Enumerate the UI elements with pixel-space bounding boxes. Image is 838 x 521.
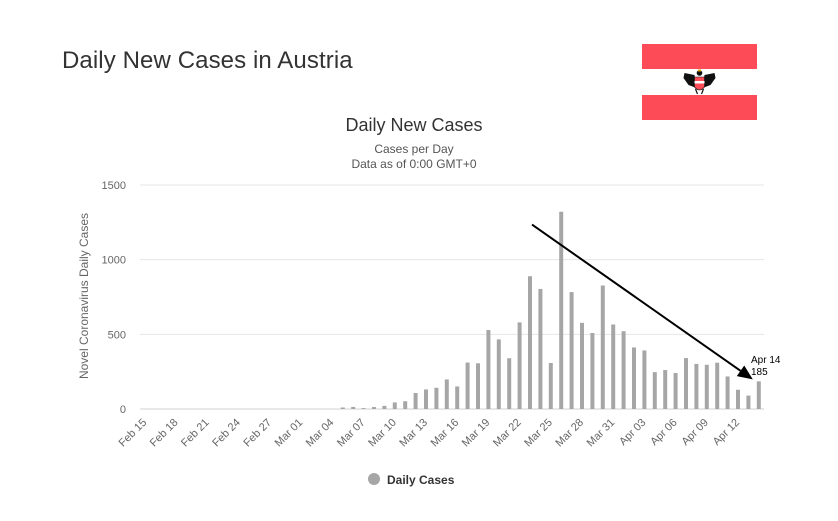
bar-apr-02[interactable]: [632, 347, 636, 409]
bar-apr-04[interactable]: [652, 372, 657, 409]
x-tick-label: Mar 01: [273, 417, 306, 450]
bar-mar-10[interactable]: [392, 402, 397, 409]
x-tick-label: Mar 13: [397, 417, 430, 450]
bar-mar-23[interactable]: [528, 276, 532, 409]
x-tick-label: Feb 27: [241, 417, 274, 450]
bar-mar-31[interactable]: [611, 324, 616, 409]
x-tick-label: Apr 12: [711, 417, 742, 448]
last-value-annotation: Apr 14 185: [751, 355, 781, 378]
x-tick-label: Mar 28: [553, 417, 586, 450]
bar-apr-01[interactable]: [621, 331, 626, 409]
bar-apr-09[interactable]: [704, 364, 709, 409]
bar-apr-06[interactable]: [673, 373, 678, 409]
x-tick-label: Mar 10: [366, 417, 399, 450]
bar-mar-07[interactable]: [361, 408, 366, 409]
bar-mar-30[interactable]: [600, 285, 605, 410]
x-tick-label: Mar 16: [429, 417, 462, 450]
trend-arrow-line: [531, 223, 742, 372]
bars: [340, 211, 761, 410]
chart-subtitle-line-1: Cases per Day: [374, 142, 453, 156]
bar-mar-17[interactable]: [465, 362, 470, 409]
x-tick-label: Mar 31: [585, 417, 618, 450]
x-tick-label: Feb 24: [210, 417, 243, 450]
bar-mar-25[interactable]: [548, 363, 553, 409]
x-tick-label: Feb 21: [179, 417, 212, 450]
x-tick-label: Apr 03: [617, 417, 648, 448]
bar-apr-11[interactable]: [725, 376, 730, 409]
bar-mar-19[interactable]: [486, 330, 491, 409]
x-tick-label: Apr 06: [648, 417, 679, 448]
bar-apr-03[interactable]: [642, 350, 647, 409]
flag-top-stripe: [642, 44, 757, 69]
annotation-date: Apr 14: [751, 355, 781, 366]
x-tick-label: Mar 19: [460, 417, 493, 450]
chart-title: Daily New Cases: [345, 115, 482, 135]
bar-apr-08[interactable]: [694, 363, 699, 409]
y-tick-label: 1000: [102, 255, 126, 267]
bar-mar-28[interactable]: [580, 322, 584, 409]
y-tick-label: 1500: [102, 180, 126, 192]
bar-mar-14[interactable]: [434, 387, 439, 409]
bar-mar-12[interactable]: [413, 393, 418, 409]
y-tick-label: 0: [120, 404, 126, 416]
x-tick-label: Mar 22: [491, 417, 524, 450]
bar-mar-13[interactable]: [424, 389, 428, 409]
grid-lines: [140, 184, 764, 410]
bar-mar-08[interactable]: [372, 407, 376, 409]
bar-mar-20[interactable]: [496, 339, 501, 409]
austria-flag: [642, 44, 757, 120]
chart-subtitle-line-2: Data as of 0:00 GMT+0: [351, 157, 476, 171]
y-axis-title: Novel Coronavirus Daily Cases: [77, 213, 91, 379]
x-tick-label: Feb 18: [148, 417, 181, 450]
x-tick-label: Feb 15: [117, 417, 150, 450]
bar-apr-05[interactable]: [663, 370, 668, 409]
bar-mar-18[interactable]: [476, 363, 480, 409]
trend-arrow: [531, 223, 753, 380]
bar-mar-15[interactable]: [444, 379, 449, 409]
bar-mar-22[interactable]: [517, 322, 522, 409]
bar-apr-10[interactable]: [715, 362, 720, 409]
x-tick-label: Mar 25: [522, 417, 555, 450]
x-tick-label: Mar 04: [304, 417, 337, 450]
bar-mar-16[interactable]: [455, 386, 460, 409]
bar-mar-05[interactable]: [340, 407, 345, 409]
bar-mar-09[interactable]: [382, 405, 387, 409]
x-tick-label: Mar 07: [335, 417, 368, 450]
bar-mar-29[interactable]: [590, 332, 595, 409]
y-tick-label: 500: [108, 329, 126, 341]
bar-apr-12[interactable]: [736, 389, 740, 409]
x-tick-label: Apr 09: [680, 417, 711, 448]
bar-apr-13[interactable]: [746, 395, 751, 409]
bar-mar-24[interactable]: [538, 288, 543, 409]
annotation-value: 185: [751, 367, 768, 378]
page-title: Daily New Cases in Austria: [62, 47, 353, 74]
trend-arrow-head: [736, 365, 753, 380]
bar-mar-21[interactable]: [507, 358, 512, 409]
legend-label: Daily Cases: [387, 473, 455, 487]
y-axis-ticks: 0 500 1000 1500: [102, 180, 126, 416]
bar-mar-06[interactable]: [351, 406, 356, 409]
legend-marker: [368, 473, 380, 485]
bar-mar-27[interactable]: [569, 292, 574, 409]
bar-mar-11[interactable]: [403, 401, 408, 409]
austrian-eagle-emblem-icon: [683, 69, 716, 95]
bar-apr-14[interactable]: [756, 381, 761, 409]
flag-bottom-stripe: [642, 95, 757, 120]
legend[interactable]: Daily Cases: [368, 473, 455, 487]
bar-mar-26[interactable]: [559, 211, 564, 409]
bar-apr-07[interactable]: [684, 358, 688, 409]
